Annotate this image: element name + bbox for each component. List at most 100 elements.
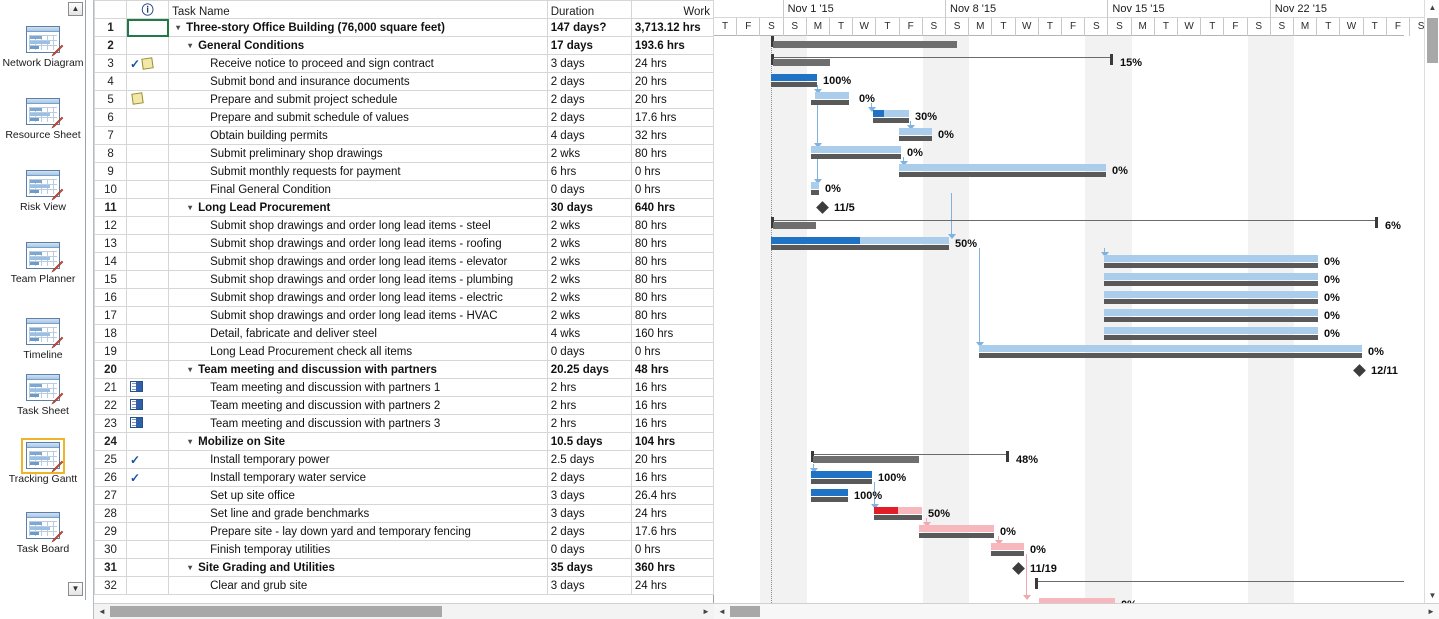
- task-bar-remaining[interactable]: [979, 344, 1362, 352]
- indicator-cell[interactable]: [126, 270, 170, 289]
- row-number-cell[interactable]: 26: [93, 468, 128, 487]
- task-bar-remaining[interactable]: [899, 128, 932, 136]
- duration-cell[interactable]: 0 days: [546, 540, 632, 559]
- table-row[interactable]: 4 Submit bond and insurance documents 2 da…: [93, 72, 715, 91]
- duration-cell[interactable]: 2 wks: [546, 270, 632, 289]
- task-bar-remaining[interactable]: [1104, 308, 1318, 316]
- baseline-bar[interactable]: [873, 118, 909, 124]
- table-row[interactable]: 14 Submit shop drawings and order long le…: [93, 252, 715, 271]
- row-number-cell[interactable]: 31: [93, 558, 128, 577]
- summary-bar[interactable]: [773, 221, 816, 229]
- work-cell[interactable]: 80 hrs: [630, 216, 715, 235]
- task-bar-remaining[interactable]: [811, 146, 901, 154]
- column-header-duration[interactable]: Duration: [546, 0, 632, 19]
- summary-bar[interactable]: [813, 456, 919, 464]
- table-row[interactable]: 21 Team meeting and discussion with partn…: [93, 378, 715, 397]
- task-bar-remaining[interactable]: [1104, 326, 1318, 334]
- duration-cell[interactable]: 30 days: [546, 198, 632, 217]
- duration-cell[interactable]: 3 days: [546, 54, 632, 73]
- row-number-cell[interactable]: 10: [93, 180, 128, 199]
- column-header-task-name[interactable]: Task Name: [168, 0, 548, 19]
- work-cell[interactable]: 80 hrs: [630, 252, 715, 271]
- duration-cell[interactable]: 2 days: [546, 522, 632, 541]
- task-name-cell[interactable]: Submit shop drawings and order long lead…: [168, 306, 548, 325]
- indicator-cell[interactable]: [126, 540, 170, 559]
- table-row[interactable]: 3 ✓ Receive notice to proceed and sign con…: [93, 54, 715, 73]
- duration-cell[interactable]: 0 days: [546, 342, 632, 361]
- indicator-cell[interactable]: [126, 72, 170, 91]
- row-number-cell[interactable]: 20: [93, 360, 128, 379]
- duration-cell[interactable]: 17 days: [546, 36, 632, 55]
- task-name-cell[interactable]: ▾ Three-story Office Building (76,000 squ…: [168, 18, 548, 37]
- work-cell[interactable]: 16 hrs: [630, 396, 715, 415]
- indicator-cell[interactable]: [126, 504, 170, 523]
- work-cell[interactable]: 24 hrs: [630, 576, 715, 595]
- gantt-horizontal-scrollbar[interactable]: ◄ ►: [714, 603, 1439, 619]
- work-cell[interactable]: 17.6 hrs: [630, 522, 715, 541]
- table-row[interactable]: 32 Clear and grub site 3 days 24 hrs: [93, 576, 715, 595]
- work-cell[interactable]: 160 hrs: [630, 324, 715, 343]
- baseline-bar[interactable]: [991, 551, 1024, 557]
- row-number-cell[interactable]: 8: [93, 144, 128, 163]
- baseline-bar[interactable]: [899, 172, 1106, 178]
- task-bar-progress[interactable]: [771, 74, 817, 82]
- duration-cell[interactable]: 4 wks: [546, 324, 632, 343]
- task-bar-remaining[interactable]: [991, 543, 1024, 551]
- work-cell[interactable]: 80 hrs: [630, 288, 715, 307]
- baseline-bar[interactable]: [771, 82, 817, 88]
- row-number-cell[interactable]: 2: [93, 36, 128, 55]
- table-row[interactable]: 23 Team meeting and discussion with partn…: [93, 414, 715, 433]
- table-row[interactable]: 12 Submit shop drawings and order long le…: [93, 216, 715, 235]
- task-name-cell[interactable]: Submit shop drawings and order long lead…: [168, 288, 548, 307]
- viewbar-scroll-up-button[interactable]: ▲: [68, 2, 83, 16]
- duration-cell[interactable]: 2 days: [546, 468, 632, 487]
- row-number-cell[interactable]: 24: [93, 432, 128, 451]
- row-number-cell[interactable]: 3: [93, 54, 128, 73]
- work-cell[interactable]: 360 hrs: [630, 558, 715, 577]
- indicator-cell[interactable]: [126, 360, 170, 379]
- viewbar-item-tracking-gantt[interactable]: Tracking Gantt: [0, 436, 85, 492]
- task-name-cell[interactable]: Final General Condition: [168, 180, 548, 199]
- task-name-cell[interactable]: Submit shop drawings and order long lead…: [168, 252, 548, 271]
- work-cell[interactable]: 20 hrs: [630, 72, 715, 91]
- baseline-bar[interactable]: [771, 244, 949, 250]
- work-cell[interactable]: 0 hrs: [630, 162, 715, 181]
- task-name-cell[interactable]: Prepare and submit project schedule: [168, 90, 548, 109]
- task-name-cell[interactable]: ▾ Site Grading and Utilities: [168, 558, 548, 577]
- indicator-cell[interactable]: [126, 576, 170, 595]
- task-name-cell[interactable]: Set line and grade benchmarks: [168, 504, 548, 523]
- indicator-cell[interactable]: [126, 342, 170, 361]
- column-header-indicator[interactable]: ⓘ: [126, 0, 170, 19]
- table-scroll-left-button[interactable]: ◄: [98, 607, 106, 616]
- table-row[interactable]: 7 Obtain building permits 4 days 32 hrs: [93, 126, 715, 145]
- table-row[interactable]: 20 ▾ Team meeting and discussion with part…: [93, 360, 715, 379]
- expand-collapse-icon[interactable]: ▾: [188, 436, 193, 446]
- table-row[interactable]: 1 ▾ Three-story Office Building (76,000 sq…: [93, 18, 715, 37]
- task-name-cell[interactable]: Submit bond and insurance documents: [168, 72, 548, 91]
- work-cell[interactable]: 0 hrs: [630, 540, 715, 559]
- row-number-cell[interactable]: 28: [93, 504, 128, 523]
- duration-cell[interactable]: 147 days?: [546, 18, 632, 37]
- viewbar-item-resource-sheet[interactable]: Resource Sheet: [0, 92, 85, 148]
- pane-splitter[interactable]: [86, 0, 94, 619]
- task-bar-progress[interactable]: [811, 471, 872, 479]
- indicator-cell[interactable]: ✓: [126, 54, 170, 73]
- task-name-cell[interactable]: Receive notice to proceed and sign contr…: [168, 54, 548, 73]
- row-number-cell[interactable]: 18: [93, 324, 128, 343]
- task-name-cell[interactable]: Prepare site - lay down yard and tempora…: [168, 522, 548, 541]
- duration-cell[interactable]: 3 days: [546, 504, 632, 523]
- table-row[interactable]: 30 Finish temporay utilities 0 days 0 hrs: [93, 540, 715, 559]
- note-icon[interactable]: [131, 92, 144, 105]
- work-cell[interactable]: 16 hrs: [630, 414, 715, 433]
- table-row[interactable]: 26 ✓ Install temporary water service 2 days…: [93, 468, 715, 487]
- indicator-cell[interactable]: [126, 288, 170, 307]
- baseline-bar[interactable]: [874, 515, 922, 521]
- baseline-bar[interactable]: [1104, 334, 1318, 340]
- table-row[interactable]: 18 Detail, fabricate and deliver steel 4 w…: [93, 324, 715, 343]
- row-number-cell[interactable]: 12: [93, 216, 128, 235]
- task-bar-remaining[interactable]: [1039, 597, 1115, 603]
- indicator-cell[interactable]: [126, 126, 170, 145]
- duration-cell[interactable]: 0 days: [546, 180, 632, 199]
- baseline-bar[interactable]: [811, 100, 849, 106]
- table-row[interactable]: 29 Prepare site - lay down yard and tempo…: [93, 522, 715, 541]
